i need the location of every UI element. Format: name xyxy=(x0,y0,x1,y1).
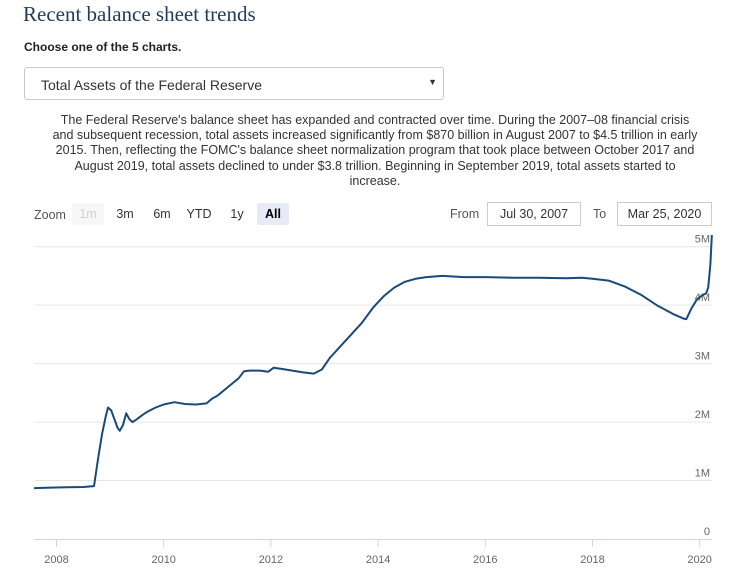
zoom-ytd-button[interactable]: YTD xyxy=(186,207,212,221)
zoom-6m-button[interactable]: 6m xyxy=(153,207,171,221)
zoom-1m-button[interactable]: 1m xyxy=(72,203,104,225)
zoom-3m-button[interactable]: 3m xyxy=(116,207,134,221)
chart-select-value: Total Assets of the Federal Reserve xyxy=(41,77,262,93)
chart-series-group xyxy=(33,235,713,490)
chart-chooser-prompt: Choose one of the 5 charts. xyxy=(24,40,182,54)
to-date-input[interactable]: Mar 25, 2020 xyxy=(617,202,712,226)
x-tick-label: 2008 xyxy=(44,554,68,566)
y-tick-label: 0 xyxy=(704,526,710,538)
zoom-label: Zoom xyxy=(34,208,66,222)
y-tick-label: 3M xyxy=(695,351,710,363)
x-tick-label: 2018 xyxy=(580,554,604,566)
caret-down-icon: ▼ xyxy=(428,77,437,87)
x-tick-label: 2016 xyxy=(473,554,497,566)
y-tick-label: 1M xyxy=(695,468,710,480)
range-selector: Zoom 1m 3m 6m YTD 1y All From Jul 30, 20… xyxy=(0,200,746,230)
chart-y-axis-labels: 0 1M 2M 3M 4M 5M xyxy=(695,235,710,538)
x-tick-label: 2014 xyxy=(366,554,390,566)
from-label: From xyxy=(450,207,480,221)
series-line-total-assets[interactable] xyxy=(33,235,713,490)
x-tick-label: 2010 xyxy=(151,554,175,566)
total-assets-line-chart: 0 1M 2M 3M 4M 5M 2008 2010 2012 2014 2016 2018 2020 xyxy=(33,235,713,566)
y-tick-label: 4M xyxy=(695,292,710,304)
x-tick-label: 2020 xyxy=(687,554,711,566)
zoom-all-button[interactable]: All xyxy=(257,203,289,225)
chart-x-axis-labels: 2008 2010 2012 2014 2016 2018 2020 xyxy=(44,554,712,566)
from-date-input[interactable]: Jul 30, 2007 xyxy=(487,202,581,226)
chart-x-axis xyxy=(34,539,712,547)
page-title: Recent balance sheet trends xyxy=(23,2,256,26)
y-tick-label: 5M xyxy=(695,235,710,246)
chart-gridlines xyxy=(34,246,712,482)
x-tick-label: 2012 xyxy=(259,554,283,566)
chart-description: The Federal Reserve's balance sheet has … xyxy=(52,113,698,188)
zoom-1y-button[interactable]: 1y xyxy=(230,207,244,221)
y-tick-label: 2M xyxy=(695,409,710,421)
to-label: To xyxy=(593,207,607,221)
chart-select-dropdown[interactable]: Total Assets of the Federal Reserve ▼ xyxy=(24,67,444,100)
